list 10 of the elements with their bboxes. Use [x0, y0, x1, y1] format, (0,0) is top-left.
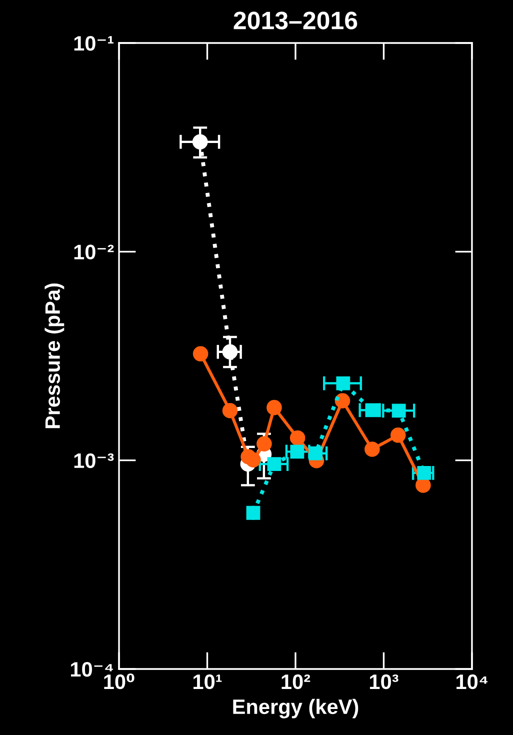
y-axis-title: Pressure (pPa) [44, 284, 64, 428]
y-tick-label: 10⁻² [74, 244, 114, 260]
x-tick-label: 10² [282, 674, 310, 690]
y-tick-label: 10⁻³ [74, 453, 114, 468]
x-tick-label: 10¹ [194, 674, 222, 690]
x-axis-title: Energy (keV) [233, 698, 358, 718]
x-tick-label: 10⁴ [456, 674, 488, 690]
y-tick-label: 10⁻¹ [74, 36, 114, 51]
chart-title: 2013–2016 [234, 12, 358, 30]
x-tick-label: 10³ [370, 674, 398, 690]
